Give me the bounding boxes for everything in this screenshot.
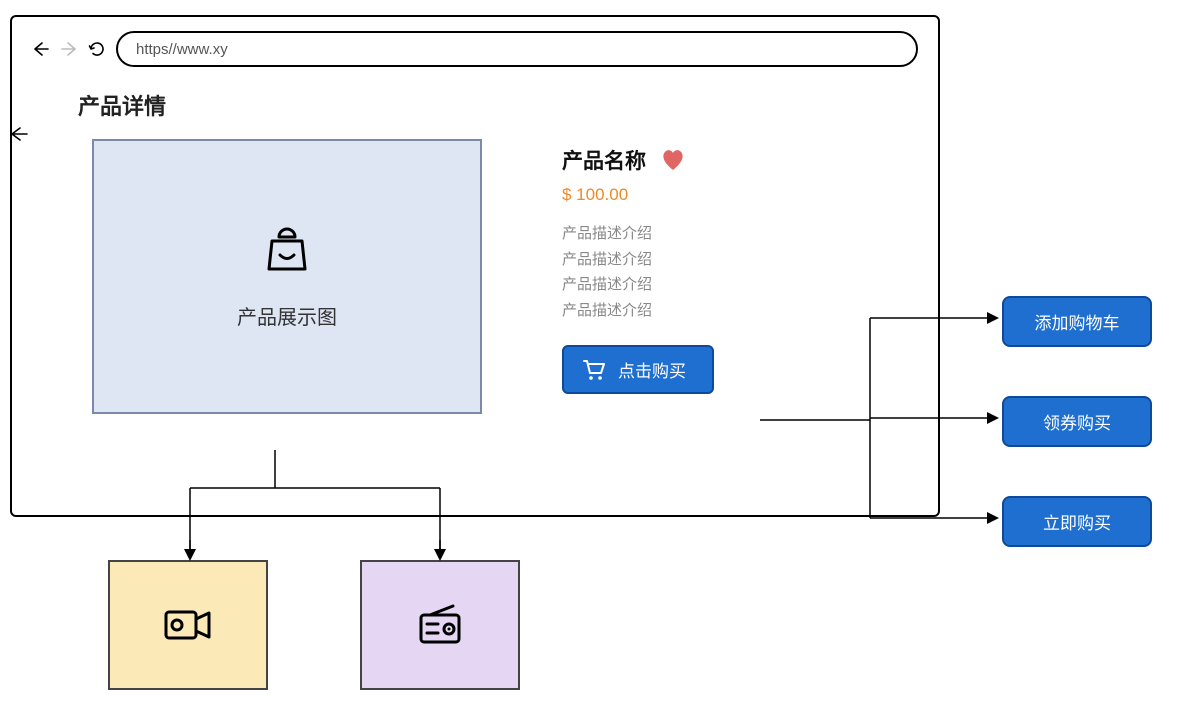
- desc-line: 产品描述介绍: [562, 247, 714, 273]
- coupon-buy-button[interactable]: 领券购买: [1002, 396, 1152, 447]
- buy-now-button[interactable]: 立即购买: [1002, 496, 1152, 547]
- buy-button[interactable]: 点击购买: [562, 345, 714, 394]
- coupon-buy-label: 领券购买: [1043, 414, 1111, 433]
- buy-button-label: 点击购买: [618, 357, 686, 382]
- buy-now-label: 立即购买: [1043, 514, 1111, 533]
- product-image-label: 产品展示图: [237, 301, 337, 330]
- desc-line: 产品描述介绍: [562, 221, 714, 247]
- page-back-icon[interactable]: [10, 127, 30, 147]
- product-image-placeholder: 产品展示图: [92, 139, 482, 414]
- product-content: 产品展示图 产品名称 $ 100.00 产品描述介绍 产品描述介绍 产品描述介绍…: [12, 139, 938, 414]
- product-name: 产品名称: [562, 145, 646, 175]
- radio-icon: [416, 603, 464, 647]
- browser-toolbar: https//www.xy: [12, 17, 938, 77]
- browser-window: https//www.xy 产品详情 产品展示图 产品名称 $ 100.00: [10, 15, 940, 517]
- add-to-cart-button[interactable]: 添加购物车: [1002, 296, 1152, 347]
- url-input[interactable]: https//www.xy: [116, 31, 918, 67]
- product-description-list: 产品描述介绍 产品描述介绍 产品描述介绍 产品描述介绍: [562, 221, 714, 323]
- product-details: 产品名称 $ 100.00 产品描述介绍 产品描述介绍 产品描述介绍 产品描述介…: [562, 139, 714, 414]
- add-to-cart-label: 添加购物车: [1035, 314, 1120, 333]
- product-price: $ 100.00: [562, 185, 714, 205]
- video-media-box: [108, 560, 268, 690]
- heart-icon[interactable]: [660, 148, 686, 172]
- radio-media-box: [360, 560, 520, 690]
- cart-icon: [582, 359, 606, 381]
- desc-line: 产品描述介绍: [562, 298, 714, 324]
- forward-icon[interactable]: [60, 40, 78, 58]
- video-icon: [163, 605, 213, 645]
- page-title: 产品详情: [78, 89, 938, 121]
- url-text: https//www.xy: [136, 41, 228, 58]
- desc-line: 产品描述介绍: [562, 272, 714, 298]
- back-icon[interactable]: [32, 40, 50, 58]
- bag-icon: [260, 223, 314, 277]
- reload-icon[interactable]: [88, 40, 106, 58]
